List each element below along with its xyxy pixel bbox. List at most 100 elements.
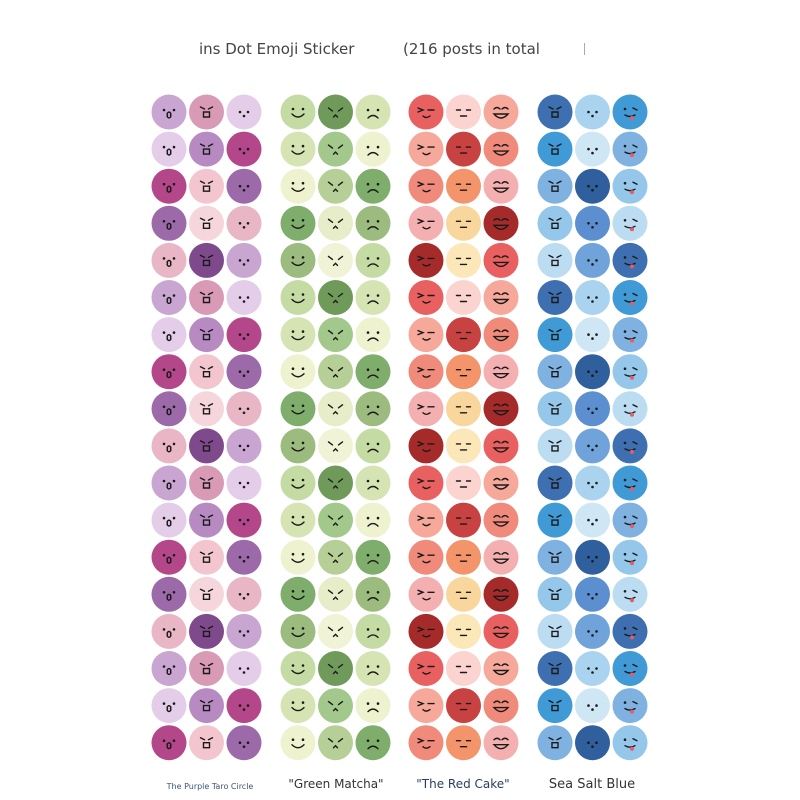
emoji-sticker xyxy=(280,131,316,167)
emoji-sticker xyxy=(280,651,316,686)
emoji-sticker xyxy=(537,354,573,390)
emoji-sticker xyxy=(612,576,648,612)
emoji-sticker xyxy=(355,168,391,204)
sticker-sheet-green-matcha xyxy=(279,93,392,763)
emoji-sticker xyxy=(355,613,391,649)
emoji-sticker xyxy=(189,428,224,464)
emoji-sticker xyxy=(612,317,648,353)
emoji-sticker xyxy=(408,428,444,464)
emoji-sticker xyxy=(408,131,444,167)
emoji-sticker xyxy=(318,354,353,390)
emoji-sticker xyxy=(446,428,481,464)
emoji-sticker xyxy=(483,465,519,501)
emoji-sticker xyxy=(446,391,481,427)
emoji-sticker xyxy=(151,465,187,501)
emoji-sticker xyxy=(355,354,391,390)
emoji-sticker xyxy=(189,613,224,649)
emoji-sticker xyxy=(612,725,648,761)
emoji-sticker xyxy=(575,391,610,427)
emoji-sticker xyxy=(575,242,610,278)
emoji-sticker xyxy=(151,688,187,724)
emoji-sticker xyxy=(189,576,224,612)
emoji-sticker xyxy=(280,168,316,204)
emoji-sticker xyxy=(226,242,262,278)
emoji-sticker xyxy=(151,428,187,464)
emoji-sticker xyxy=(151,391,187,427)
emoji-sticker xyxy=(408,613,444,649)
emoji-sticker xyxy=(612,391,648,427)
emoji-sticker xyxy=(408,242,444,278)
emoji-sticker xyxy=(483,242,519,278)
emoji-sticker xyxy=(537,317,573,353)
emoji-sticker xyxy=(318,168,353,204)
emoji-sticker xyxy=(483,391,519,427)
emoji-sticker xyxy=(575,688,610,724)
emoji-sticker xyxy=(355,465,391,501)
emoji-sticker xyxy=(226,651,262,686)
emoji-sticker xyxy=(446,465,481,501)
emoji-sticker xyxy=(355,317,391,353)
emoji-sticker xyxy=(483,688,519,724)
emoji-sticker xyxy=(483,725,519,761)
emoji-sticker xyxy=(318,94,353,130)
emoji-sticker xyxy=(151,725,187,761)
emoji-sticker xyxy=(280,354,316,390)
emoji-sticker xyxy=(537,613,573,649)
emoji-sticker xyxy=(483,428,519,464)
emoji-sticker xyxy=(408,576,444,612)
page-title: ins Dot Emoji Sticker xyxy=(199,40,355,58)
emoji-sticker xyxy=(189,131,224,167)
emoji-sticker xyxy=(575,576,610,612)
emoji-sticker xyxy=(226,539,262,575)
emoji-sticker xyxy=(280,725,316,761)
emoji-sticker xyxy=(537,651,573,686)
emoji-sticker xyxy=(226,613,262,649)
emoji-sticker xyxy=(189,242,224,278)
emoji-sticker xyxy=(575,131,610,167)
emoji-sticker xyxy=(483,576,519,612)
emoji-sticker xyxy=(483,131,519,167)
emoji-sticker xyxy=(318,242,353,278)
emoji-sticker xyxy=(226,131,262,167)
sticker-sheet-purple-taro xyxy=(150,93,263,763)
caption-green-matcha: "Green Matcha" xyxy=(288,777,384,791)
emoji-sticker xyxy=(318,465,353,501)
emoji-sticker xyxy=(226,725,262,761)
emoji-sticker xyxy=(483,168,519,204)
emoji-sticker xyxy=(537,205,573,241)
emoji-sticker xyxy=(408,688,444,724)
emoji-sticker xyxy=(537,242,573,278)
emoji-sticker xyxy=(408,354,444,390)
emoji-sticker xyxy=(483,317,519,353)
emoji-sticker xyxy=(226,354,262,390)
emoji-sticker xyxy=(318,651,353,686)
emoji-sticker xyxy=(318,317,353,353)
emoji-sticker xyxy=(575,539,610,575)
emoji-sticker xyxy=(446,205,481,241)
emoji-sticker xyxy=(446,354,481,390)
divider-mark xyxy=(584,43,585,55)
emoji-sticker xyxy=(446,576,481,612)
emoji-sticker xyxy=(355,651,391,686)
caption-red-cake: "The Red Cake" xyxy=(416,777,510,791)
emoji-sticker xyxy=(446,168,481,204)
emoji-sticker xyxy=(189,502,224,538)
emoji-sticker xyxy=(280,688,316,724)
emoji-sticker xyxy=(318,205,353,241)
emoji-sticker xyxy=(537,168,573,204)
emoji-sticker xyxy=(446,725,481,761)
emoji-sticker xyxy=(151,94,187,130)
emoji-sticker xyxy=(355,205,391,241)
emoji-sticker xyxy=(575,651,610,686)
emoji-sticker xyxy=(537,725,573,761)
emoji-sticker xyxy=(355,688,391,724)
emoji-sticker xyxy=(318,613,353,649)
emoji-sticker xyxy=(189,688,224,724)
emoji-sticker xyxy=(151,131,187,167)
emoji-sticker xyxy=(537,688,573,724)
emoji-sticker xyxy=(355,502,391,538)
emoji-sticker xyxy=(318,725,353,761)
emoji-sticker xyxy=(575,205,610,241)
emoji-sticker xyxy=(446,651,481,686)
emoji-sticker xyxy=(226,391,262,427)
